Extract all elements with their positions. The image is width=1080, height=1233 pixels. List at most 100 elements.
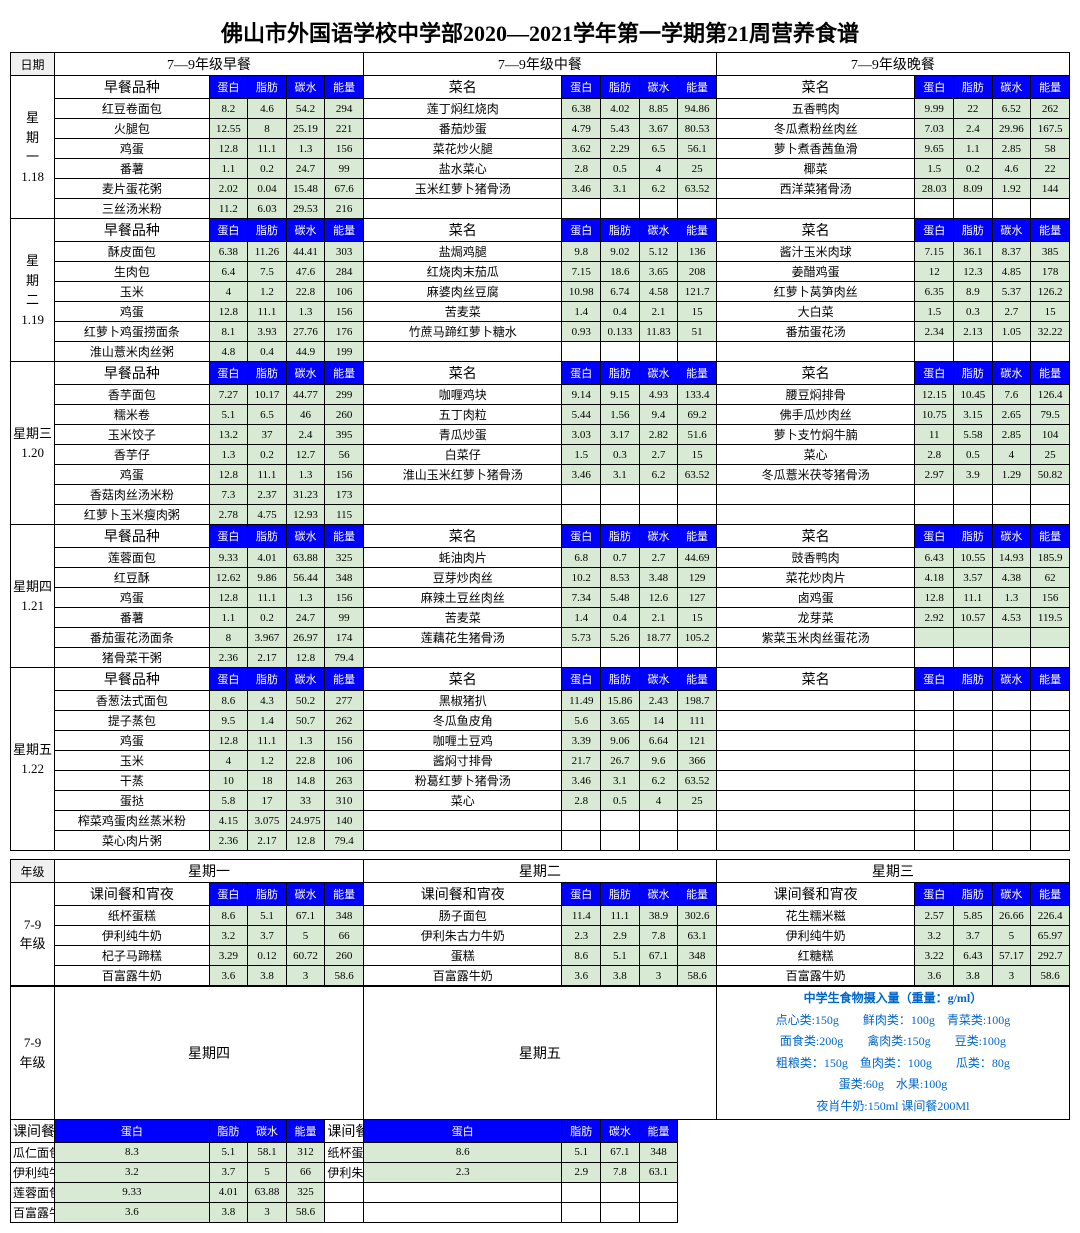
nutrient: 9.14 bbox=[562, 385, 601, 405]
dish-name bbox=[325, 1182, 364, 1202]
dish-name: 伊利朱古力牛奶 bbox=[325, 1162, 364, 1182]
nutrient bbox=[915, 711, 954, 731]
nutrient bbox=[1031, 628, 1070, 648]
nutrient bbox=[915, 628, 954, 648]
nutrient: 3.7 bbox=[954, 926, 993, 946]
nutrient: 2.85 bbox=[992, 139, 1031, 159]
dish-name: 糯米卷 bbox=[55, 405, 209, 425]
nutrient: 3.1 bbox=[601, 771, 640, 791]
col-protein: 蛋白 bbox=[209, 668, 248, 691]
col-name: 课间餐和宵夜 bbox=[55, 883, 209, 906]
dish-name: 萝卜煮香茜鱼滑 bbox=[716, 139, 915, 159]
nutrient: 56.44 bbox=[286, 568, 325, 588]
nutrient: 63.52 bbox=[678, 179, 717, 199]
nutrient: 0.5 bbox=[954, 445, 993, 465]
dish-name: 花生糯米糍 bbox=[716, 906, 915, 926]
nutrient: 3.6 bbox=[915, 966, 954, 986]
col-energy: 能量 bbox=[1031, 76, 1070, 99]
nutrient: 121 bbox=[678, 731, 717, 751]
nutrient: 2.4 bbox=[286, 425, 325, 445]
nutrient bbox=[601, 199, 640, 219]
nutrient: 5.8 bbox=[209, 791, 248, 811]
dish-name: 菜花炒肉片 bbox=[716, 568, 915, 588]
nutrient bbox=[601, 342, 640, 362]
nutrient: 10.45 bbox=[954, 385, 993, 405]
nutrient: 2.82 bbox=[639, 425, 678, 445]
nutrient: 2.9 bbox=[562, 1162, 601, 1182]
col-energy: 能量 bbox=[1031, 362, 1070, 385]
meal-header: 7—9年级中餐 bbox=[363, 53, 716, 76]
nutrient: 1.3 bbox=[209, 445, 248, 465]
nutrient bbox=[678, 342, 717, 362]
nutrient: 294 bbox=[325, 99, 364, 119]
nutrient bbox=[954, 791, 993, 811]
nutrient: 12.93 bbox=[286, 505, 325, 525]
nutrient: 0.12 bbox=[248, 946, 287, 966]
nutrient: 2.92 bbox=[915, 608, 954, 628]
col-protein: 蛋白 bbox=[915, 362, 954, 385]
dish-name: 红豆酥 bbox=[55, 568, 209, 588]
nutrient: 2.78 bbox=[209, 505, 248, 525]
dish-name bbox=[363, 648, 562, 668]
col-protein: 蛋白 bbox=[209, 76, 248, 99]
nutrient: 10.57 bbox=[954, 608, 993, 628]
nutrient: 198.7 bbox=[678, 691, 717, 711]
nutrient: 5 bbox=[248, 1162, 287, 1182]
nutrient bbox=[992, 751, 1031, 771]
col-protein: 蛋白 bbox=[562, 668, 601, 691]
dish-name bbox=[716, 771, 915, 791]
nutrient: 44.69 bbox=[678, 548, 717, 568]
col-carb: 碳水 bbox=[639, 362, 678, 385]
col-carb: 碳水 bbox=[992, 362, 1031, 385]
nutrient bbox=[954, 711, 993, 731]
nutrient: 2.57 bbox=[915, 906, 954, 926]
col-name: 课间餐和宵夜 bbox=[716, 883, 915, 906]
col-energy: 能量 bbox=[1031, 668, 1070, 691]
nutrient: 58.6 bbox=[1031, 966, 1070, 986]
nutrient bbox=[678, 811, 717, 831]
dish-name: 伊利纯牛奶 bbox=[716, 926, 915, 946]
dish-name: 香芋仔 bbox=[55, 445, 209, 465]
nutrient: 7.8 bbox=[601, 1162, 640, 1182]
nutrient bbox=[915, 648, 954, 668]
nutrient: 13.2 bbox=[209, 425, 248, 445]
dish-name: 酱汁玉米肉球 bbox=[716, 242, 915, 262]
dish-name: 盐水菜心 bbox=[363, 159, 562, 179]
nutrient: 1.56 bbox=[601, 405, 640, 425]
nutrient: 3.075 bbox=[248, 811, 287, 831]
dish-name: 提子蒸包 bbox=[55, 711, 209, 731]
col-fat: 脂肪 bbox=[601, 525, 640, 548]
day-header: 星期三 bbox=[716, 860, 1069, 883]
nutrient: 0.4 bbox=[248, 342, 287, 362]
nutrient: 9.33 bbox=[209, 548, 248, 568]
nutrient bbox=[1031, 831, 1070, 851]
dish-name: 淮山玉米红萝卜猪骨汤 bbox=[363, 465, 562, 485]
nutrient: 5.48 bbox=[601, 588, 640, 608]
nutrient: 58.1 bbox=[248, 1142, 287, 1162]
nutrient: 0.5 bbox=[601, 159, 640, 179]
nutrient: 348 bbox=[325, 906, 364, 926]
nutrient: 36.1 bbox=[954, 242, 993, 262]
nutrient: 51 bbox=[678, 322, 717, 342]
snack-table-2: 7-9年级 星期四 星期五 中学生食物摄入量（重量：g/ml）点心类:150g … bbox=[10, 986, 1070, 1223]
nutrient: 11.1 bbox=[248, 465, 287, 485]
nutrient: 2.3 bbox=[562, 926, 601, 946]
snack-table-1: 年级 星期一 星期二 星期三 7-9年级课间餐和宵夜蛋白脂肪碳水能量课间餐和宵夜… bbox=[10, 859, 1070, 986]
nutrient: 3.46 bbox=[562, 771, 601, 791]
nutrient: 5.1 bbox=[248, 906, 287, 926]
nutrient bbox=[954, 648, 993, 668]
col-energy: 能量 bbox=[325, 76, 364, 99]
nutrient bbox=[601, 505, 640, 525]
nutrient: 3.1 bbox=[601, 465, 640, 485]
col-name: 早餐品种 bbox=[55, 219, 209, 242]
nutrient: 5.6 bbox=[562, 711, 601, 731]
nutrient bbox=[954, 831, 993, 851]
dish-name: 番薯 bbox=[55, 608, 209, 628]
nutrient bbox=[639, 831, 678, 851]
col-fat: 脂肪 bbox=[248, 883, 287, 906]
nutrient: 5.85 bbox=[954, 906, 993, 926]
nutrient: 12.8 bbox=[286, 831, 325, 851]
nutrient: 4.01 bbox=[209, 1182, 248, 1202]
intake-line: 点心类:150g 鲜肉类：100g 青菜类:100g bbox=[719, 1010, 1067, 1032]
nutrient: 3.6 bbox=[55, 1202, 209, 1222]
